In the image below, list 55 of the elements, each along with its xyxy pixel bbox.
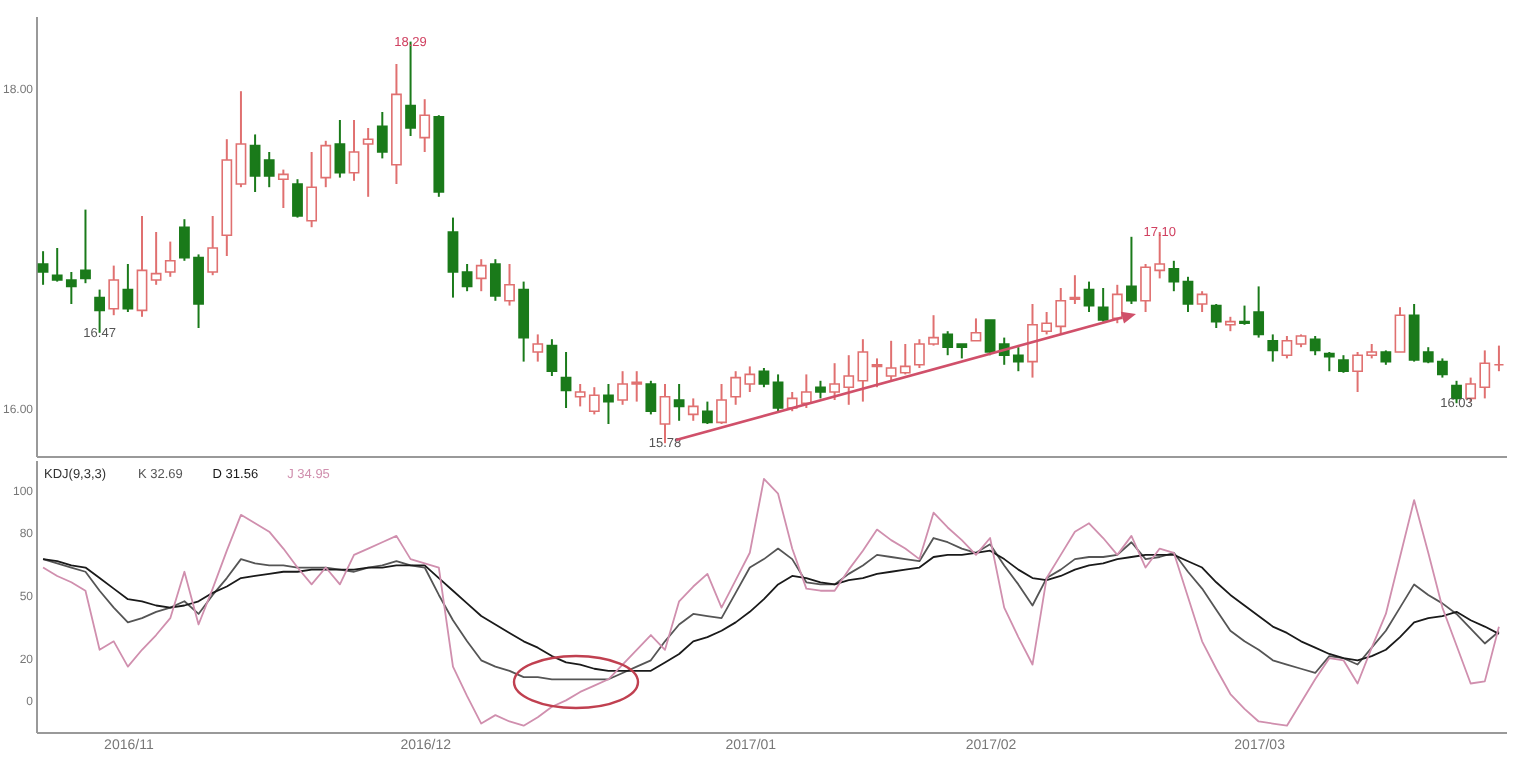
- candlestick: [306, 151, 318, 229]
- candlestick: [871, 357, 883, 389]
- candlestick: [136, 215, 148, 318]
- candlestick: [150, 231, 162, 286]
- candlestick: [645, 379, 657, 416]
- candlestick: [320, 139, 332, 189]
- candlestick: [37, 250, 49, 286]
- candlestick: [475, 258, 487, 293]
- candlestick: [249, 133, 261, 193]
- candlestick: [1309, 335, 1321, 357]
- candlestick: [489, 258, 501, 302]
- candlestick: [263, 151, 275, 189]
- candlestick: [1097, 287, 1109, 323]
- candlestick: [207, 215, 219, 277]
- candlestick: [1111, 283, 1123, 325]
- candlestick: [1083, 280, 1095, 313]
- candlestick: [362, 127, 374, 198]
- candlestick: [758, 367, 770, 389]
- candlestick: [673, 383, 685, 422]
- candlestick: [1267, 333, 1279, 363]
- candlestick: [292, 178, 303, 219]
- candlestick: [1210, 303, 1222, 329]
- candlestick: [546, 338, 558, 377]
- candlestick: [716, 383, 727, 425]
- candlestick: [504, 263, 515, 307]
- candlestick: [532, 333, 544, 363]
- candlestick: [772, 373, 784, 413]
- candlestick: [419, 98, 431, 153]
- candlestick: [1281, 335, 1293, 360]
- candlestick: [1323, 351, 1335, 373]
- candlestick: [108, 264, 120, 317]
- candlestick: [1126, 235, 1137, 305]
- candlestick: [560, 351, 572, 409]
- candlestick: [447, 216, 459, 299]
- candlestick: [1168, 259, 1180, 293]
- candlestick: [334, 119, 346, 179]
- candlestick: [970, 317, 982, 342]
- candlestick: [603, 383, 614, 425]
- candlestick: [1182, 275, 1194, 313]
- candlestick: [80, 208, 91, 285]
- candlestick: [518, 280, 530, 363]
- candlestick: [701, 400, 713, 425]
- candlestick: [235, 90, 247, 189]
- candlestick: [348, 119, 360, 182]
- candlestick: [1394, 306, 1406, 353]
- candlestick: [122, 263, 134, 313]
- candlestick: [164, 240, 176, 278]
- candlestick: [376, 111, 388, 160]
- candlestick: [1493, 344, 1505, 373]
- candlestick: [687, 397, 699, 422]
- line-series: [42, 478, 1500, 727]
- candlestick: [277, 168, 289, 209]
- candlestick: [1069, 274, 1081, 305]
- candlestick: [1196, 290, 1208, 313]
- candlestick: [461, 263, 473, 293]
